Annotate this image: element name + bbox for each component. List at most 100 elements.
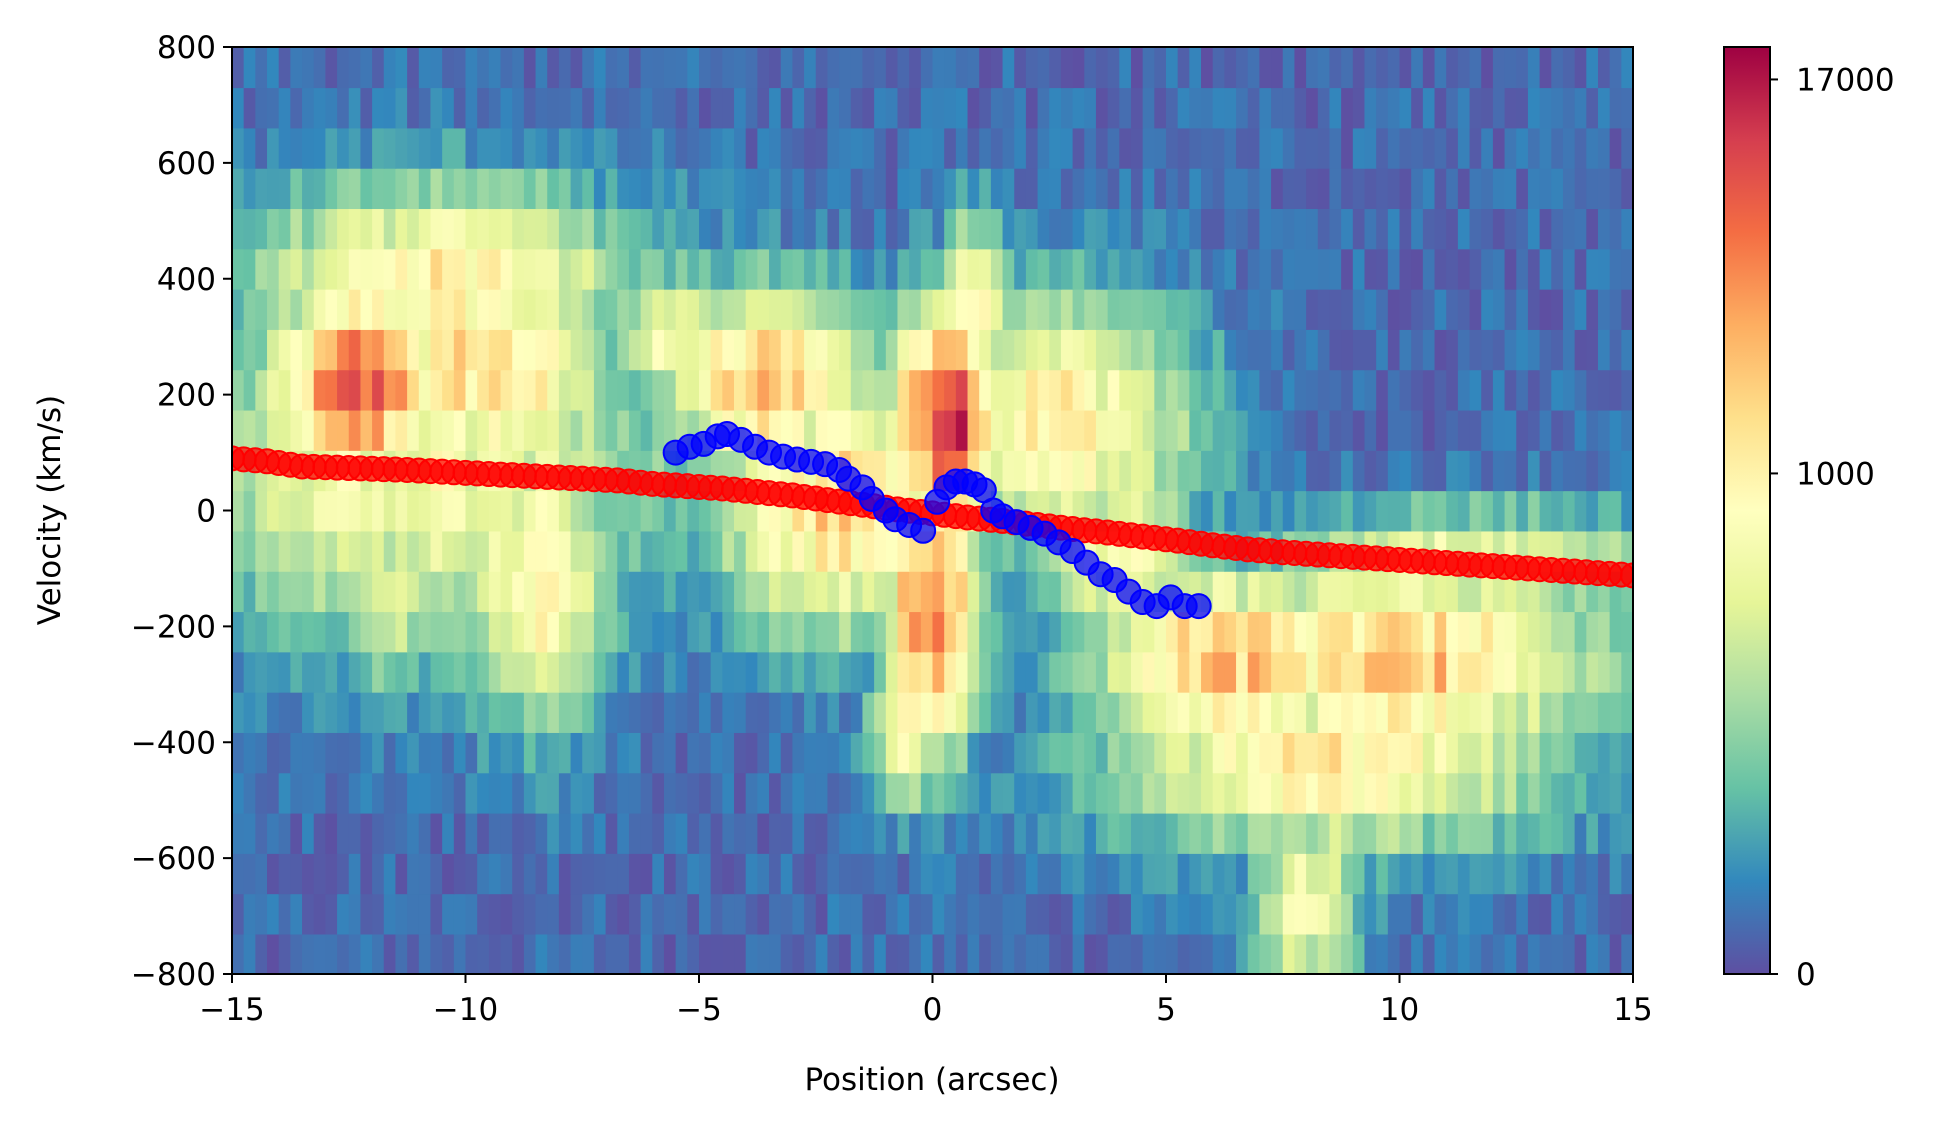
heatmap-cell — [920, 329, 934, 371]
heatmap-cell — [827, 127, 840, 169]
heatmap-cell — [360, 47, 373, 89]
heatmap-cell — [605, 570, 619, 613]
heatmap-cell — [1387, 329, 1401, 371]
heatmap-cell — [897, 47, 910, 89]
heatmap-cell — [1504, 450, 1518, 492]
heatmap-cell — [687, 167, 700, 210]
heatmap-cell — [232, 893, 245, 935]
heatmap-cell — [769, 127, 782, 169]
heatmap-cell — [1119, 691, 1132, 733]
heatmap-cell — [862, 691, 875, 733]
heatmap-cell — [418, 490, 432, 532]
heatmap-cell — [850, 812, 864, 854]
heatmap-cell — [1609, 893, 1623, 935]
heatmap-cell — [1434, 329, 1447, 371]
heatmap-cell — [1236, 288, 1249, 330]
heatmap-cell — [1387, 450, 1401, 492]
heatmap-cell — [267, 772, 280, 814]
heatmap-cell — [839, 853, 852, 895]
heatmap-cell — [582, 409, 595, 451]
heatmap-cell — [465, 329, 478, 371]
heatmap-cell — [932, 208, 945, 250]
heatmap-cell — [313, 87, 327, 129]
heatmap-cell — [1049, 772, 1062, 814]
heatmap-cell — [1166, 248, 1179, 290]
heatmap-cell — [267, 853, 280, 895]
heatmap-cell — [1492, 570, 1506, 613]
heatmap-cell — [1084, 369, 1097, 411]
heatmap-cell — [1154, 47, 1167, 89]
heatmap-cell — [885, 732, 899, 774]
heatmap-cell — [1329, 288, 1342, 330]
heatmap-cell — [874, 853, 887, 895]
heatmap-cell — [255, 167, 268, 210]
heatmap-cell — [1446, 490, 1459, 532]
heatmap-cell — [1586, 933, 1599, 974]
heatmap-cell — [430, 329, 443, 371]
heatmap-cell — [1306, 490, 1319, 532]
heatmap-cell — [442, 570, 455, 613]
heatmap-cell — [920, 570, 934, 613]
heatmap-cell — [1166, 329, 1179, 371]
heatmap-cell — [582, 933, 595, 974]
heatmap-cell — [862, 409, 875, 451]
heatmap-cell — [734, 87, 747, 129]
heatmap-cell — [979, 933, 992, 974]
heatmap-cell — [1481, 369, 1494, 411]
heatmap-cell — [348, 691, 362, 733]
heatmap-cell — [1037, 329, 1051, 371]
heatmap-cell — [1387, 651, 1401, 693]
heatmap-cell — [255, 853, 268, 895]
heatmap-cell — [395, 288, 408, 330]
heatmap-cell — [1177, 248, 1191, 290]
heatmap-cell — [617, 893, 630, 935]
heatmap-cell — [337, 409, 350, 451]
heatmap-cell — [967, 732, 980, 774]
heatmap-cell — [477, 933, 490, 974]
heatmap-cell — [1306, 732, 1319, 774]
heatmap-cell — [1411, 409, 1424, 451]
heatmap-cell — [1516, 691, 1529, 733]
heatmap-cell — [1516, 87, 1529, 129]
heatmap-cell — [1212, 87, 1226, 129]
heatmap-cell — [337, 369, 350, 411]
heatmap-cell — [1154, 329, 1167, 371]
heatmap-cell — [628, 651, 642, 693]
heatmap-cell — [570, 87, 584, 129]
heatmap-cell — [1527, 893, 1541, 935]
heatmap-cell — [605, 651, 619, 693]
heatmap-cell — [675, 651, 689, 693]
heatmap-cell — [488, 570, 502, 613]
heatmap-cell — [1516, 167, 1529, 210]
heatmap-cell — [827, 47, 840, 89]
heatmap-cell — [1516, 127, 1529, 169]
heatmap-cell — [232, 87, 245, 129]
heatmap-cell — [1609, 812, 1623, 854]
heatmap-cell — [1282, 87, 1296, 129]
heatmap-cell — [1387, 127, 1401, 169]
heatmap-cell — [1224, 651, 1237, 693]
heatmap-cell — [932, 651, 945, 693]
heatmap-cell — [232, 248, 245, 290]
heatmap-cell — [897, 812, 910, 854]
heatmap-cell — [570, 248, 584, 290]
heatmap-cell — [815, 570, 829, 613]
heatmap-cell — [267, 933, 280, 974]
heatmap-cell — [1597, 691, 1611, 733]
heatmap-cell — [699, 87, 712, 129]
heatmap-cell — [290, 490, 303, 532]
heatmap-cell — [605, 812, 619, 854]
heatmap-cell — [523, 248, 537, 290]
heatmap-cell — [850, 933, 864, 974]
heatmap-cell — [1282, 450, 1296, 492]
heatmap-cell — [1434, 409, 1447, 451]
heatmap-cell — [1072, 369, 1086, 411]
heatmap-cell — [757, 288, 770, 330]
heatmap-cell — [617, 47, 630, 89]
heatmap-cell — [1201, 369, 1214, 411]
heatmap-cell — [500, 893, 513, 935]
heatmap-cell — [1446, 933, 1459, 974]
heatmap-cell — [232, 691, 245, 733]
heatmap-cell — [453, 933, 467, 974]
heatmap-cell — [990, 651, 1004, 693]
